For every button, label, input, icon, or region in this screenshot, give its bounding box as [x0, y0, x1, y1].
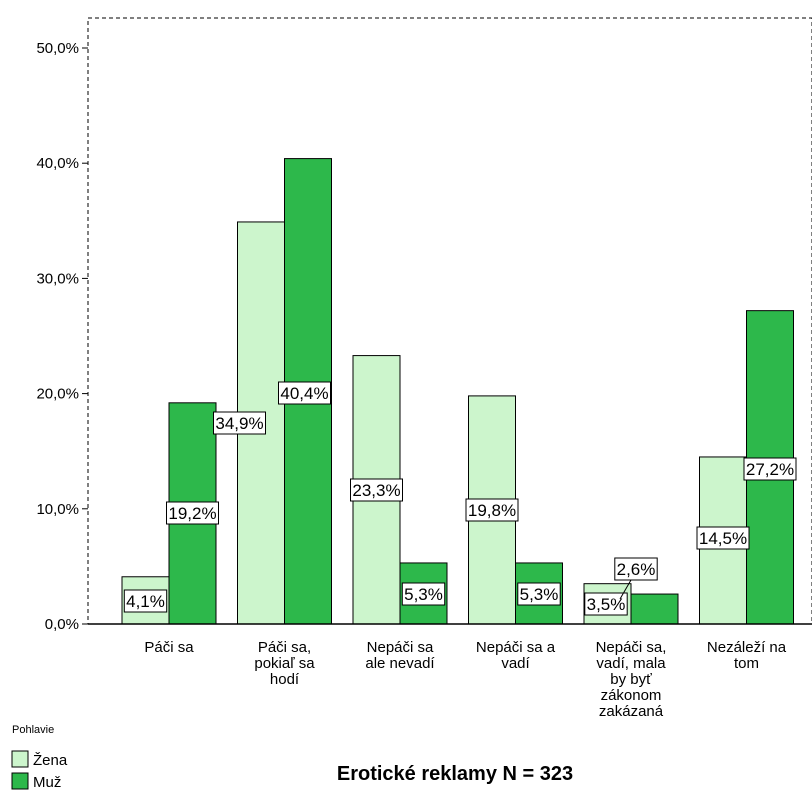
data-label-box: [696, 526, 750, 550]
data-label-box: [584, 592, 628, 616]
x-axis-title: Erotické reklamy N = 323: [337, 763, 573, 785]
data-label-box: [614, 557, 658, 581]
x-tick-label: Nepáči sa ale nevadí: [365, 639, 435, 672]
data-label: 27,2%: [746, 460, 794, 479]
x-tick-label-line: pokiaľ sa: [254, 655, 315, 672]
data-label: 40,4%: [280, 384, 328, 403]
x-tick-label-line: Páči sa,: [258, 639, 311, 656]
data-label-box: [465, 498, 519, 522]
legend-label-zena: Žena: [33, 752, 68, 769]
x-tick-label: Nezáleží na tom: [707, 639, 787, 672]
x-tick-label-line: vadí, mala: [596, 655, 666, 672]
x-tick-label: Nepáči sa a vadí: [476, 639, 556, 672]
x-tick-label-line: hodí: [270, 671, 300, 688]
data-label: 5,3%: [520, 585, 559, 604]
y-tick-label: 0,0%: [45, 616, 79, 633]
data-labels: 4,1% 19,2% 34,9% 40,4% 23,3% 5,3% 19,8% 5,3% 3,5…: [123, 381, 797, 616]
x-tick-label: Páči sa: [144, 639, 194, 656]
data-label: 19,8%: [468, 501, 516, 520]
y-tick-label: 20,0%: [36, 386, 79, 403]
legend-swatch-muz: [11, 772, 29, 790]
data-label: 5,3%: [404, 585, 443, 604]
bar-muz: [630, 593, 679, 625]
x-tick-label-line: Nezáleží na: [707, 639, 787, 656]
data-label: 14,5%: [699, 529, 747, 548]
legend: Pohlavie Žena Muž: [11, 724, 68, 791]
x-tick-label-line: tom: [734, 655, 759, 672]
y-tick-label: 40,0%: [36, 155, 79, 172]
data-label-box: [123, 589, 168, 613]
y-tick-label: 50,0%: [36, 40, 79, 57]
data-label: 34,9%: [215, 414, 263, 433]
data-label: 19,2%: [168, 504, 216, 523]
x-tick-label-line: ale nevadí: [365, 655, 435, 672]
data-label: 4,1%: [126, 592, 165, 611]
data-label-box: [517, 582, 561, 606]
x-tick-label-line: zakázaná: [599, 703, 664, 720]
data-label: 2,6%: [617, 560, 656, 579]
x-tick-label-line: zákonom: [601, 687, 662, 704]
legend-swatch-zena: [11, 750, 29, 768]
y-axis: 0,0% 10,0% 20,0% 30,0% 40,0% 50,0%: [36, 40, 88, 633]
x-tick-label-line: Páči sa: [144, 639, 194, 656]
x-tick-label: Nepáči sa, vadí, mala by byť zákonom zakázan…: [596, 639, 667, 720]
data-label-box: [743, 457, 797, 481]
data-label-box: [166, 501, 219, 525]
legend-label-muz: Muž: [33, 774, 61, 791]
x-tick-label: Páči sa, pokiaľ sa hodí: [254, 639, 315, 688]
x-tick-label-line: Nepáči sa: [367, 639, 434, 656]
data-label-box: [278, 381, 331, 405]
x-tick-label-line: Nepáči sa a: [476, 639, 556, 656]
y-tick-label: 30,0%: [36, 270, 79, 287]
data-label: 3,5%: [587, 595, 626, 614]
data-label-leader: [619, 579, 632, 600]
category-labels: Páči sa Páči sa, pokiaľ sa hodí Nepáči sa ale…: [144, 639, 786, 720]
data-label-box: [350, 478, 403, 502]
x-tick-label-line: Nepáči sa,: [596, 639, 667, 656]
data-label-box: [401, 582, 446, 606]
data-label-box: [213, 411, 266, 435]
legend-title: Pohlavie: [12, 724, 54, 736]
x-tick-label-line: vadí: [501, 655, 530, 672]
data-label: 23,3%: [352, 481, 400, 500]
y-tick-label: 10,0%: [36, 501, 79, 518]
x-tick-label-line: by byť: [610, 671, 652, 688]
